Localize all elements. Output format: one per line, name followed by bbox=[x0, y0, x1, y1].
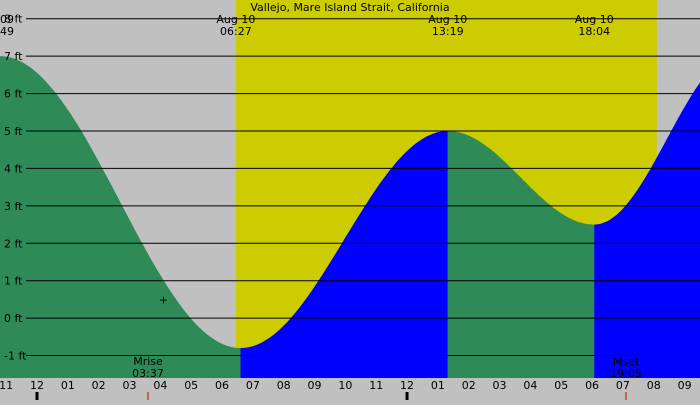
x-tick-label: 11 bbox=[0, 379, 13, 392]
y-tick-label: 3 ft bbox=[4, 200, 23, 213]
x-tick-label: 05 bbox=[184, 379, 198, 392]
rising-tide-area bbox=[240, 131, 448, 378]
x-tick-label: 08 bbox=[277, 379, 291, 392]
y-tick-label: -1 ft bbox=[4, 350, 27, 363]
x-tick-label: 09 bbox=[308, 379, 322, 392]
tide-time-clock: 06:27 bbox=[220, 25, 252, 38]
x-tick-label: 02 bbox=[462, 379, 476, 392]
y-tick-label: 5 ft bbox=[4, 125, 23, 138]
x-tick-label: 04 bbox=[523, 379, 537, 392]
y-tick-label: 7 ft bbox=[4, 50, 23, 63]
y-tick-label: 1 ft bbox=[4, 275, 23, 288]
x-tick-label: 08 bbox=[647, 379, 661, 392]
x-tick-label: 04 bbox=[153, 379, 167, 392]
x-tick-label: 11 bbox=[369, 379, 383, 392]
y-tick-label: 8 ft bbox=[4, 13, 23, 26]
x-tick-label: 01 bbox=[431, 379, 445, 392]
y-tick-label: 0 ft bbox=[4, 312, 23, 325]
x-tick-label: 07 bbox=[246, 379, 260, 392]
moon-event-time: 19:05 bbox=[610, 367, 642, 380]
x-tick-label: 12 bbox=[400, 379, 414, 392]
moon-event-label: Mrise bbox=[133, 355, 163, 368]
chart-title: Vallejo, Mare Island Strait, California bbox=[250, 1, 449, 14]
x-tick-label: 03 bbox=[493, 379, 507, 392]
x-tick-label: 10 bbox=[338, 379, 352, 392]
tide-time-date: 09 bbox=[0, 13, 14, 26]
y-tick-label: 4 ft bbox=[4, 162, 23, 175]
x-tick-label: 02 bbox=[92, 379, 106, 392]
moon-event-time: 03:37 bbox=[132, 367, 164, 380]
rising-tide-area bbox=[594, 82, 700, 378]
tide-time-date: Aug 10 bbox=[428, 13, 467, 26]
current-tide-marker: + bbox=[159, 293, 168, 306]
x-tick-label: 07 bbox=[616, 379, 630, 392]
x-tick-label: 12 bbox=[30, 379, 44, 392]
y-tick-label: 6 ft bbox=[4, 88, 23, 101]
falling-tide-area bbox=[0, 56, 241, 378]
tide-time-clock: 18:04 bbox=[578, 25, 610, 38]
tide-time-clock: 13:19 bbox=[432, 25, 464, 38]
x-tick-label: 06 bbox=[585, 379, 599, 392]
falling-tide-area bbox=[447, 131, 595, 378]
x-tick-label: 09 bbox=[678, 379, 692, 392]
x-tick-label: 05 bbox=[554, 379, 568, 392]
x-tick-label: 03 bbox=[123, 379, 137, 392]
tide-time-date: Aug 10 bbox=[575, 13, 614, 26]
moon-event-label: Mset bbox=[613, 355, 640, 368]
y-tick-label: 2 ft bbox=[4, 237, 23, 250]
tide-time-clock: 49 bbox=[0, 25, 14, 38]
x-tick-label: 06 bbox=[215, 379, 229, 392]
tide-time-date: Aug 10 bbox=[216, 13, 255, 26]
x-tick-label: 01 bbox=[61, 379, 75, 392]
